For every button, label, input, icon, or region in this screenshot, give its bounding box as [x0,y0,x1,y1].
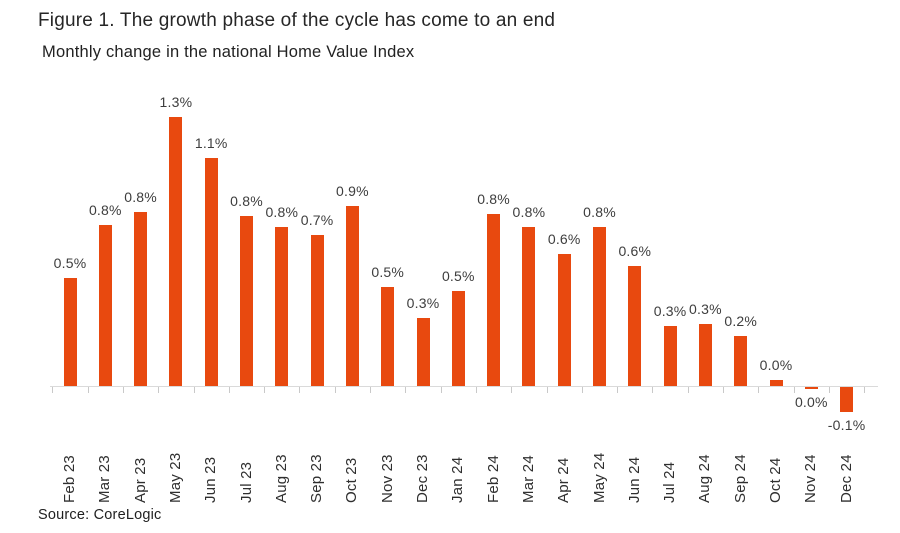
bar [169,117,183,386]
x-axis-label: May 23 [166,452,184,503]
bar-value-label: 0.8% [583,204,616,220]
axis-tick [723,387,724,393]
x-axis-label: Jun 23 [202,456,220,503]
bar [557,254,571,386]
axis-tick [264,387,266,393]
bar-value-label: 0.0% [759,357,793,373]
x-axis-label: Jan 24 [449,456,467,503]
x-axis-label: Oct 23 [343,457,361,503]
axis-tick [228,387,230,393]
bar [275,227,289,386]
bar [416,318,430,386]
x-axis-label: Apr 24 [555,457,573,503]
bar-value-label: 0.5% [53,255,87,271]
bar-value-label: 0.8% [265,204,299,220]
x-axis-label: Nov 23 [378,454,396,503]
bar-value-label: 1.3% [159,94,193,110]
bar [134,212,148,386]
x-axis-label: Jul 24 [661,461,679,503]
axis-tick [122,387,124,393]
source-note: Source: CoreLogic [38,507,162,523]
x-axis-label: May 24 [590,452,608,503]
bar [769,380,783,386]
bar-value-label: 0.5% [371,264,405,280]
axis-tick [828,387,830,393]
axis-tick [87,387,89,393]
x-axis-label: Aug 24 [696,454,714,503]
bar-value-label: 1.1% [194,135,228,151]
axis-tick [581,387,583,393]
bar [63,278,77,386]
axis-tick [511,387,513,393]
axis-tick [52,387,54,393]
x-axis-line [50,386,878,387]
bar-value-label: 0.5% [441,268,475,284]
axis-tick [370,387,372,393]
axis-tick [440,387,442,393]
bar-value-label: 0.8% [477,191,510,207]
bar [487,214,501,386]
axis-tick [193,387,195,393]
bar-value-label: 0.2% [724,313,758,329]
bar [663,326,677,386]
x-axis-label: Feb 24 [484,455,502,503]
bar [345,206,359,386]
x-axis-label: Dec 24 [837,454,855,503]
bar-value-label: -0.1% [827,417,866,433]
bar-value-label: 0.8% [230,193,263,209]
x-axis-label: Jun 24 [625,456,643,503]
x-axis-label: Mar 24 [519,455,537,503]
axis-tick [864,387,866,393]
bar [204,158,218,386]
x-axis-label: Feb 23 [61,455,78,503]
bar [593,227,606,386]
x-axis-label: Jul 23 [237,461,255,503]
bar-value-label: 0.8% [512,204,546,220]
bar [240,216,253,386]
axis-tick [334,387,336,393]
bar-value-label: 0.3% [406,295,440,311]
bar [98,225,112,386]
chart-subtitle: Monthly change in the national Home Valu… [42,43,415,61]
bar [804,387,818,389]
axis-tick [617,387,619,393]
bar-value-label: 0.9% [336,183,369,199]
x-axis-label: Sep 23 [308,454,326,503]
bar [310,235,324,386]
bar [628,266,642,386]
bar-value-label: 0.6% [618,243,652,259]
axis-tick [299,387,301,393]
x-axis-label: Aug 23 [272,454,290,503]
axis-tick [793,387,795,393]
bar [522,227,536,386]
bar-value-label: 0.3% [653,303,687,319]
axis-tick [475,387,477,393]
axis-tick [546,387,548,393]
axis-tick [758,387,760,393]
x-axis-label: Oct 24 [767,457,784,503]
bar-value-label: 0.3% [689,301,722,317]
bar-value-label: 0.8% [124,189,157,205]
bar [840,387,854,412]
bar [451,291,465,386]
bar [381,287,395,386]
x-axis-label: Mar 23 [96,455,114,503]
bar-value-label: 0.7% [300,212,334,228]
axis-tick [652,387,654,393]
x-axis-label: Sep 24 [731,454,749,503]
bar-value-label: 0.0% [794,394,828,410]
x-axis-label: Apr 23 [131,457,149,503]
x-axis-label: Nov 24 [802,454,820,503]
axis-tick [405,387,407,393]
figure-title: Figure 1. The growth phase of the cycle … [38,10,556,31]
axis-tick [687,387,689,393]
x-axis-label: Dec 23 [414,454,431,503]
bar-value-label: 0.6% [547,231,581,247]
axis-tick [158,387,160,393]
bar [698,324,712,386]
bar-value-label: 0.8% [88,202,122,218]
bar [734,336,748,386]
